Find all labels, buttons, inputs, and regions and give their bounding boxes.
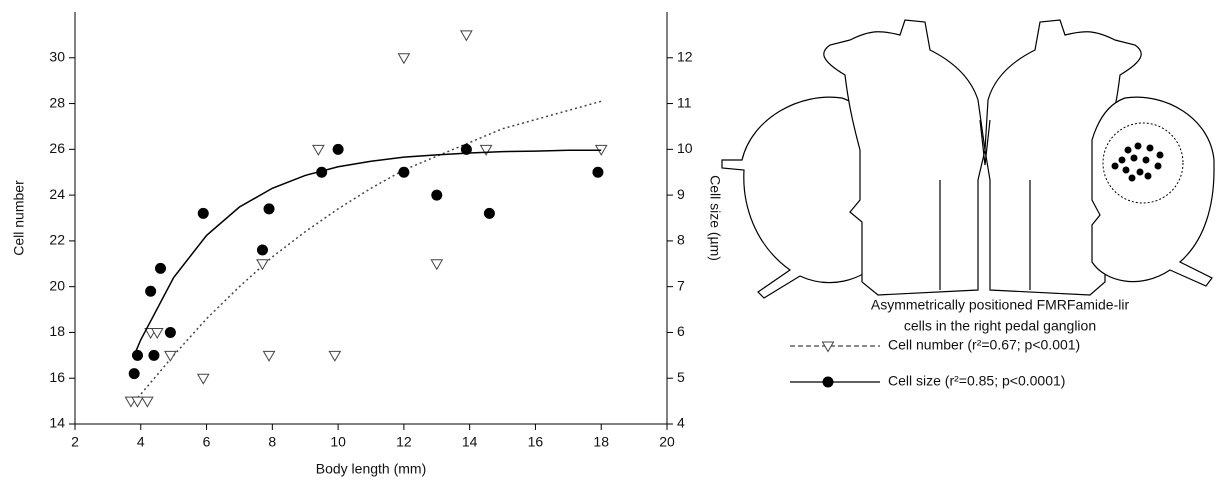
data-point bbox=[592, 166, 604, 178]
y2-tick-label: 7 bbox=[677, 277, 685, 293]
y2-tick-label: 8 bbox=[677, 232, 685, 248]
data-point bbox=[131, 396, 144, 408]
y2-tick-label: 4 bbox=[677, 415, 685, 431]
diagram-caption: cells in the right pedal ganglion bbox=[904, 318, 1096, 334]
data-point bbox=[145, 285, 157, 297]
y2-tick-label: 10 bbox=[677, 140, 693, 156]
data-point bbox=[398, 166, 410, 178]
y-tick-label: 28 bbox=[49, 94, 65, 110]
data-point bbox=[262, 350, 276, 362]
data-point bbox=[263, 203, 275, 215]
data-point bbox=[328, 350, 342, 362]
y2-axis-label: Cell size (µm) bbox=[707, 175, 723, 261]
y2-tick-label: 12 bbox=[677, 48, 693, 64]
x-tick-label: 12 bbox=[396, 434, 412, 450]
data-point bbox=[316, 166, 328, 178]
data-point bbox=[256, 259, 269, 271]
data-point bbox=[460, 143, 472, 155]
x-tick-label: 14 bbox=[462, 434, 478, 450]
data-point bbox=[164, 350, 177, 362]
data-point bbox=[197, 207, 209, 219]
fit-curve bbox=[133, 149, 602, 356]
y2-tick-label: 9 bbox=[677, 186, 685, 202]
y-tick-label: 26 bbox=[49, 140, 65, 156]
legend-marker bbox=[821, 341, 835, 353]
fit-curve bbox=[133, 100, 602, 402]
y-tick-label: 24 bbox=[49, 186, 65, 202]
x-tick-label: 4 bbox=[137, 434, 145, 450]
legend-label: Cell size (r²=0.85; p<0.0001) bbox=[888, 373, 1065, 389]
data-point bbox=[430, 259, 444, 271]
data-point bbox=[148, 349, 160, 361]
x-tick-label: 18 bbox=[593, 434, 609, 450]
data-point bbox=[196, 373, 210, 385]
data-point bbox=[460, 30, 473, 42]
data-point bbox=[131, 349, 143, 361]
y2-tick-label: 5 bbox=[677, 369, 685, 385]
y-tick-label: 30 bbox=[49, 48, 65, 64]
data-point bbox=[164, 326, 176, 338]
data-point bbox=[397, 53, 411, 65]
diagram-caption: Asymmetrically positioned FMRFamide-lir bbox=[871, 297, 1130, 313]
y-tick-label: 22 bbox=[49, 232, 65, 248]
y-tick-label: 14 bbox=[49, 415, 65, 431]
x-tick-label: 20 bbox=[659, 434, 675, 450]
x-tick-label: 2 bbox=[71, 434, 79, 450]
y2-tick-label: 11 bbox=[677, 94, 692, 110]
data-point bbox=[256, 244, 268, 256]
data-point bbox=[155, 262, 167, 274]
y-tick-label: 18 bbox=[49, 323, 65, 339]
data-point bbox=[479, 144, 493, 156]
data-point bbox=[128, 368, 140, 380]
data-point bbox=[312, 144, 325, 156]
x-tick-label: 10 bbox=[330, 434, 346, 450]
data-point bbox=[140, 396, 154, 408]
data-point bbox=[150, 327, 164, 339]
data-point bbox=[483, 207, 495, 219]
legend-label: Cell number (r²=0.67; p<0.001) bbox=[888, 337, 1080, 353]
axis-frame bbox=[74, 12, 668, 425]
ganglion-diagram bbox=[721, 19, 1215, 299]
y-axis-label: Cell number bbox=[11, 180, 27, 256]
x-tick-label: 8 bbox=[268, 434, 276, 450]
y-tick-label: 16 bbox=[49, 369, 65, 385]
data-point bbox=[431, 189, 443, 201]
x-tick-label: 6 bbox=[203, 434, 211, 450]
y2-tick-label: 6 bbox=[677, 323, 685, 339]
legend-marker bbox=[822, 376, 834, 388]
data-point bbox=[332, 143, 344, 155]
y-tick-label: 20 bbox=[49, 277, 65, 293]
x-tick-label: 16 bbox=[528, 434, 544, 450]
x-axis-label: Body length (mm) bbox=[316, 461, 426, 477]
